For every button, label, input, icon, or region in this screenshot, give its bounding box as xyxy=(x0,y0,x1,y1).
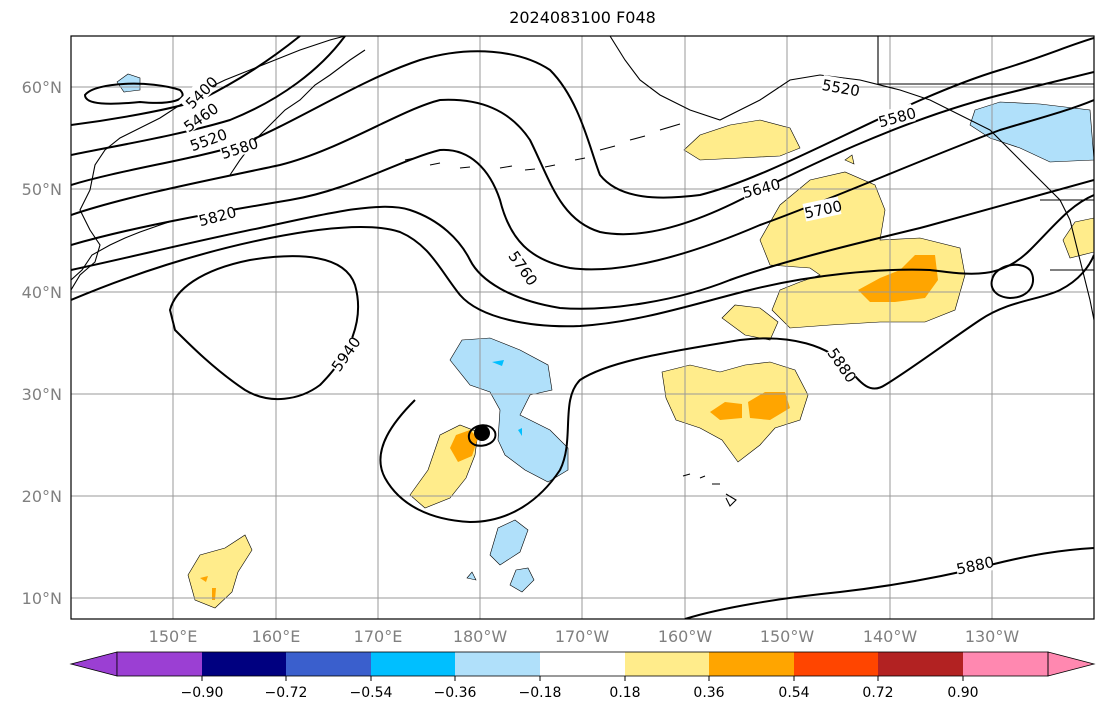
lat-label: 30°N xyxy=(22,385,62,404)
contour-label: 5820 xyxy=(197,203,239,230)
contour-5460 xyxy=(71,36,301,126)
hawaii-islands xyxy=(682,473,737,507)
colorbar-segment xyxy=(878,652,963,676)
anomaly-fills xyxy=(116,73,1094,609)
negative-anomaly-region xyxy=(492,360,504,366)
positive-anomaly-region xyxy=(683,119,801,161)
lon-label: 150°W xyxy=(760,627,815,646)
positive-anomaly-region xyxy=(212,588,216,600)
contour-5400 xyxy=(83,82,184,105)
positive-anomaly-region xyxy=(1062,217,1094,259)
colorbar-tick-label: −0.54 xyxy=(350,685,393,701)
colorbar-tick-label: 0.72 xyxy=(862,685,893,701)
alaska-coastline xyxy=(609,36,1094,321)
positive-anomaly-region xyxy=(721,304,779,341)
negative-anomaly-region xyxy=(489,519,529,566)
negative-anomaly-region xyxy=(518,428,522,436)
colorbar-tick-label: 0.36 xyxy=(693,685,724,701)
contour-5640 xyxy=(71,71,1094,236)
map-title: 2024083100 F048 xyxy=(509,8,656,27)
map-frame xyxy=(70,35,1095,620)
contour-5940-west xyxy=(168,255,360,401)
colorbar-segment xyxy=(202,652,286,676)
positive-anomaly-region xyxy=(187,534,253,609)
lon-label: 150°E xyxy=(149,627,198,646)
contour-5760 xyxy=(71,179,1094,310)
colorbar-tick-label: −0.72 xyxy=(265,685,308,701)
colorbar-max-extend xyxy=(1047,651,1096,677)
contour-label: 5880 xyxy=(955,553,996,579)
lon-label: 130°W xyxy=(965,627,1020,646)
colorbar-min-extend xyxy=(69,651,118,677)
positive-anomaly-region xyxy=(759,171,966,329)
kamchatka-coastline xyxy=(229,49,366,176)
contour-5700 xyxy=(71,99,1094,271)
graticule xyxy=(71,36,1094,619)
colorbar-segment xyxy=(794,652,878,676)
colorbar-tick-label: 0.90 xyxy=(947,685,978,701)
lat-label: 20°N xyxy=(22,487,62,506)
positive-anomaly-region xyxy=(844,154,855,165)
positive-anomaly-region xyxy=(200,576,208,582)
lon-label: 160°E xyxy=(252,627,301,646)
asia-coastline xyxy=(71,36,346,291)
colorbar-segment xyxy=(371,652,455,676)
colorbar-segment xyxy=(455,652,540,676)
positive-anomaly-region xyxy=(858,255,938,302)
contour-5820 xyxy=(71,194,1094,328)
contour-label: 5760 xyxy=(504,248,541,290)
lon-label: 170°E xyxy=(354,627,403,646)
negative-anomaly-region xyxy=(466,571,477,581)
colorbar-tick-label: −0.36 xyxy=(434,685,477,701)
aleutian-islands xyxy=(404,123,681,171)
lat-label: 50°N xyxy=(22,180,62,199)
colorbar-segment xyxy=(625,652,709,676)
colorbar-tick-label: −0.18 xyxy=(519,685,562,701)
lat-label: 60°N xyxy=(22,78,62,97)
colorbar-segment xyxy=(963,652,1048,676)
contour-label: 5880 xyxy=(823,345,860,387)
coastlines xyxy=(71,36,1094,507)
colorbar-segment xyxy=(286,652,371,676)
colorbar-segment xyxy=(709,652,794,676)
positive-anomaly-region xyxy=(748,392,790,420)
contour-5880-south xyxy=(684,547,1094,619)
colorbar-segment xyxy=(117,652,202,676)
negative-anomaly-region xyxy=(509,567,535,593)
low-center-marker xyxy=(474,425,490,441)
colorbar-tick-label: 0.18 xyxy=(609,685,640,701)
colorbar-tick-label: −0.90 xyxy=(181,685,224,701)
positive-anomaly-region xyxy=(710,402,742,420)
negative-anomaly-region xyxy=(969,101,1094,163)
lon-label: 160°W xyxy=(658,627,713,646)
longitude-labels: 150°E 160°E 170°E 180°W 170°W 160°W 150°… xyxy=(149,627,1020,646)
latitude-labels: 10°N 20°N 30°N 40°N 50°N 60°N xyxy=(22,78,62,608)
lat-label: 10°N xyxy=(22,589,62,608)
lat-label: 40°N xyxy=(22,283,62,302)
contour-5880 xyxy=(379,254,1094,524)
contour-5940-east xyxy=(990,263,1035,300)
colorbar-segment xyxy=(540,652,625,676)
colorbar-tick-label: 0.54 xyxy=(778,685,809,701)
contour-5520 xyxy=(71,36,346,156)
lon-label: 140°W xyxy=(863,627,918,646)
lon-label: 180°W xyxy=(453,627,508,646)
lon-label: 170°W xyxy=(555,627,610,646)
positive-anomaly-region xyxy=(450,430,478,462)
colorbar: −0.90 −0.72 −0.54 −0.36 −0.18 0.18 0.36 … xyxy=(69,651,1096,701)
